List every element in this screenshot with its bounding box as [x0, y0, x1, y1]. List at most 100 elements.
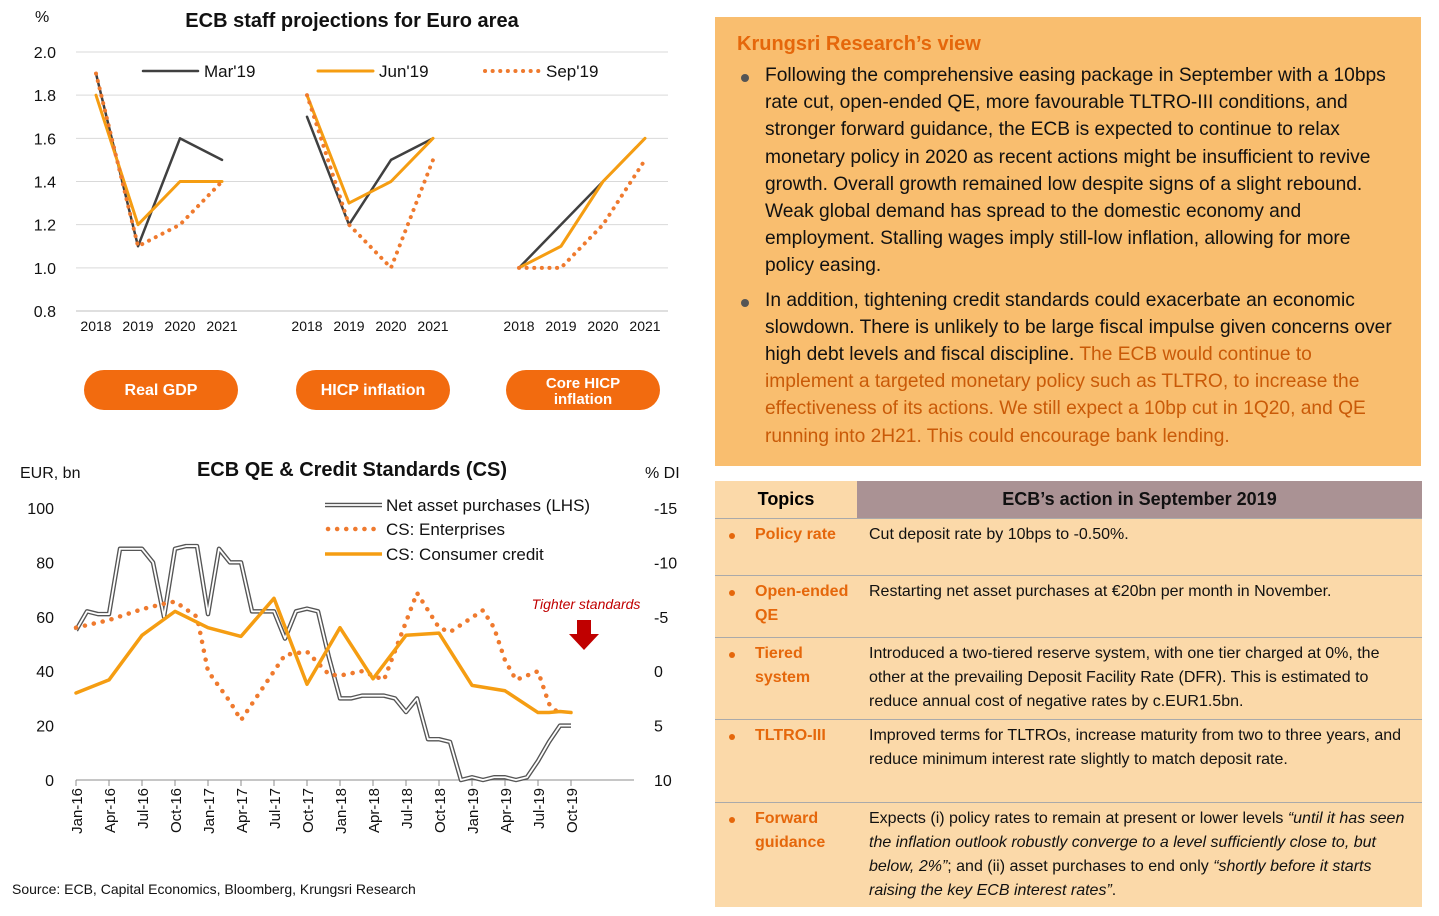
x-tick-label: 2020: [587, 318, 618, 334]
y-tick-label: 1.2: [34, 218, 56, 235]
fg-quote: “until it has seen the inflation outlook…: [869, 810, 1405, 875]
bullet-icon: [729, 590, 735, 596]
x-tick-label: Jul-19: [531, 788, 548, 829]
x-tick-label: Jan-17: [201, 788, 218, 834]
bullet-icon: [729, 734, 735, 740]
series-sep-2: [517, 157, 647, 270]
x-tick-label: Jul-16: [135, 788, 152, 829]
topic-action: Introduced a two-tiered reserve system, …: [857, 637, 1422, 720]
y-left-tick-label: 80: [36, 555, 54, 572]
pill-label: HICP inflation: [321, 382, 426, 399]
pill-label: Core HICP: [546, 375, 620, 392]
y-right-tick-label: -5: [654, 610, 668, 627]
tighter-standards-label: Tighter standards: [532, 596, 641, 612]
research-view-highlight: The ECB would continue to implement a ta…: [765, 344, 1366, 447]
pill-shape: [506, 370, 660, 410]
qe-y-left-unit: EUR, bn: [20, 465, 80, 482]
series-jun-0: [94, 93, 224, 227]
cs-consumer-credit-line: [74, 596, 573, 715]
x-tick-label: 2021: [417, 318, 448, 334]
x-tick-label: 2021: [629, 318, 660, 334]
x-tick-label: Apr-16: [102, 788, 119, 833]
research-view-list: Following the comprehensive easing packa…: [737, 62, 1403, 450]
x-tick-label: 2019: [333, 318, 364, 334]
research-view-heading: Krungsri Research’s view: [737, 33, 981, 55]
table-row: Policy rate Cut deposit rate by 10bps to…: [715, 518, 1422, 576]
y-left-tick-label: 100: [27, 501, 54, 518]
x-tick-label: Jul-18: [399, 788, 416, 829]
x-tick-label: Jul-17: [267, 788, 284, 829]
pill-shape: [296, 370, 450, 410]
pill-shape: [84, 370, 238, 410]
x-tick-label: Jan-16: [69, 788, 86, 834]
series-jun-2: [517, 136, 647, 270]
net-asset-purchases-line-inner: [75, 545, 571, 781]
y-right-tick-label: 5: [654, 719, 663, 736]
bullet-icon: [741, 298, 749, 307]
pill-label: Real GDP: [125, 382, 198, 399]
ecb-actions-table: Topics ECB’s action in September 2019 Po…: [715, 481, 1422, 907]
topic-label: Forward guidance: [755, 810, 826, 851]
x-tick-label: 2020: [375, 318, 406, 334]
topic-action: Expects (i) policy rates to remain at pr…: [857, 802, 1422, 907]
net-asset-purchases-line-outer: [74, 543, 571, 783]
x-tick-label: 2018: [80, 318, 111, 334]
qe-chart-title: ECB QE & Credit Standards (CS): [197, 459, 507, 481]
x-tick-label: Oct-19: [564, 788, 581, 833]
x-tick-label: Apr-18: [366, 788, 383, 833]
panel-label-pill: HICP inflation: [296, 370, 450, 410]
table-header-action: ECB’s action in September 2019: [857, 481, 1422, 519]
panel-label-pill: Real GDP: [84, 370, 238, 410]
legend-label: Net asset purchases (LHS): [386, 496, 590, 515]
qe-credit-chart: ECB QE & Credit Standards (CS) EUR, bn %…: [20, 459, 680, 834]
y-tick-label: 2.0: [34, 45, 56, 62]
y-tick-label: 1.0: [34, 261, 56, 278]
table-header-topics: Topics: [715, 481, 857, 519]
topic-label: Open-ended QE: [755, 583, 849, 624]
topic-action: Cut deposit rate by 10bps to -0.50%.: [857, 518, 1422, 576]
legend-label: CS: Consumer credit: [386, 545, 544, 564]
topic-label: TLTRO-III: [755, 727, 826, 744]
series-sep-1: [305, 93, 435, 270]
y-tick-label: 1.4: [34, 175, 56, 192]
topic-action: Improved terms for TLTROs, increase matu…: [857, 719, 1422, 803]
x-tick-label: 2019: [545, 318, 576, 334]
x-tick-label: Oct-17: [300, 788, 317, 833]
y-right-tick-label: 0: [654, 664, 663, 681]
legend-label: Jun'19: [379, 62, 429, 81]
research-view-text: Following the comprehensive easing packa…: [765, 65, 1386, 277]
x-tick-label: Apr-17: [234, 788, 251, 833]
pill-label: inflation: [554, 391, 612, 408]
y-right-tick-label: 10: [654, 773, 672, 790]
y-left-tick-label: 40: [36, 664, 54, 681]
x-tick-label: 2018: [503, 318, 534, 334]
y-left-tick-label: 0: [45, 773, 54, 790]
y-left-tick-label: 60: [36, 610, 54, 627]
down-arrow-icon: [569, 620, 599, 650]
series-jun-1: [305, 93, 435, 205]
research-view-text: In addition, tightening credit standards…: [765, 289, 1392, 366]
table-row: TLTRO-III Improved terms for TLTROs, inc…: [715, 719, 1422, 803]
fg-quote: “shortly before it starts raising the ke…: [869, 858, 1372, 899]
y-tick-label: 1.8: [34, 88, 56, 105]
table-row: Forward guidance Expects (i) policy rate…: [715, 802, 1422, 907]
bullet-icon: [729, 533, 735, 539]
legend-label: Sep'19: [546, 62, 598, 81]
research-view-item: Following the comprehensive easing packa…: [737, 62, 1403, 280]
fg-text: ; and (ii) asset purchases to end only: [947, 858, 1214, 875]
x-tick-label: 2020: [164, 318, 195, 334]
legend-label: Mar'19: [204, 62, 255, 81]
bullet-icon: [741, 74, 749, 82]
table-row: Tiered system Introduced a two-tiered re…: [715, 637, 1422, 720]
x-tick-label: 2019: [122, 318, 153, 334]
x-tick-label: Apr-19: [498, 788, 515, 833]
projections-y-unit: %: [35, 9, 49, 26]
x-tick-label: Jan-19: [465, 788, 482, 834]
series-sep-0: [94, 71, 224, 249]
x-tick-label: 2021: [206, 318, 237, 334]
x-tick-label: Jan-18: [333, 788, 350, 834]
projections-chart: ECB staff projections for Euro area % 2.…: [34, 9, 668, 410]
topic-action: Restarting net asset purchases at €20bn …: [857, 575, 1422, 638]
x-tick-label: Oct-16: [168, 788, 185, 833]
bullet-icon: [729, 652, 735, 658]
